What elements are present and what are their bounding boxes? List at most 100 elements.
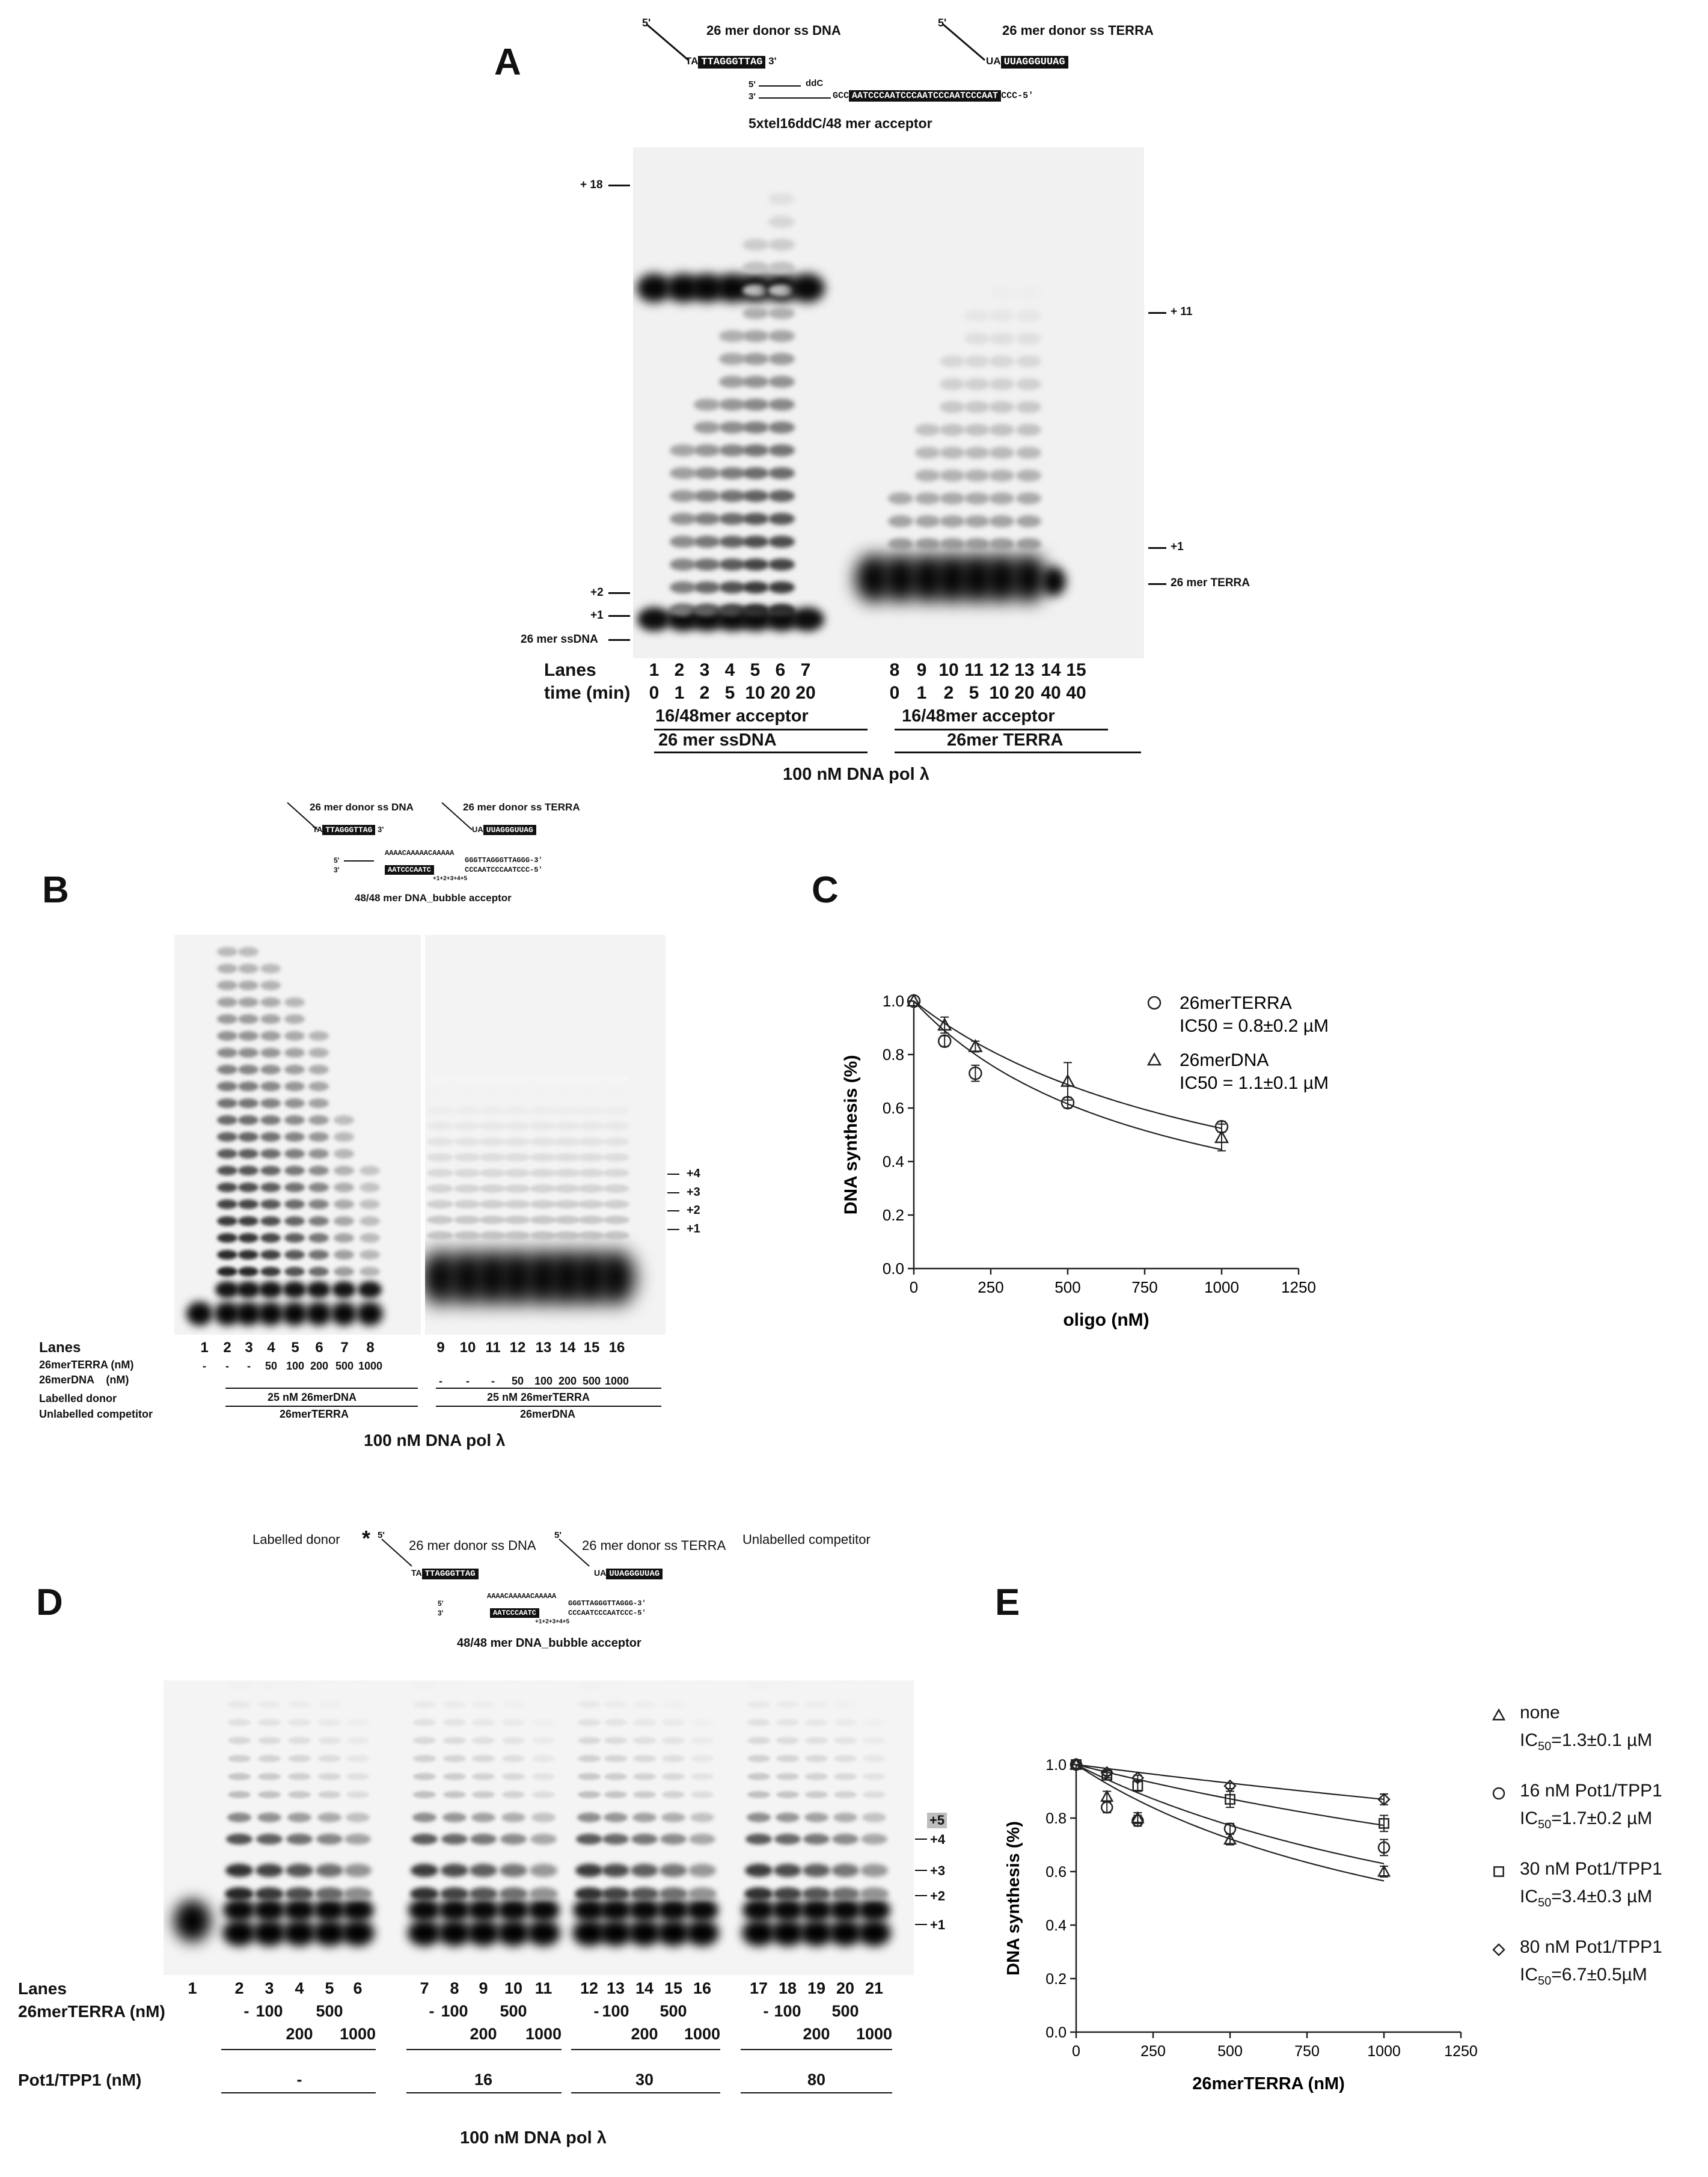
panel-label-b: B — [42, 869, 69, 911]
gel-band — [989, 538, 1014, 550]
gel-band — [284, 1233, 305, 1243]
gel-band — [427, 1153, 453, 1162]
bubble-right-bottom: CCCAATCCCAATCCC-5' — [568, 1609, 646, 1617]
lane-number: 3 — [699, 660, 710, 680]
gel-band — [860, 1864, 888, 1877]
gel-band — [479, 1091, 506, 1099]
gel-band — [479, 1216, 506, 1224]
gel-band — [318, 1737, 341, 1744]
gel-band — [530, 1169, 556, 1177]
legend-label: 26merDNA — [1180, 1050, 1269, 1070]
bubble-top-strand: AAAACAAAAACAAAAA — [385, 849, 455, 857]
gel-band — [413, 1737, 436, 1744]
gel-band — [502, 1755, 525, 1762]
marker-26mer-terra: 26 mer TERRA — [1171, 577, 1250, 589]
gel-band — [344, 1864, 372, 1877]
series-26merDNA — [906, 993, 1229, 1152]
gel-band — [805, 1683, 828, 1690]
gel-band — [257, 1813, 281, 1822]
lane-number: 1 — [188, 1979, 197, 1997]
gel-band — [530, 1091, 556, 1099]
gel-band — [532, 1701, 555, 1708]
time-value: 20 — [770, 683, 791, 703]
gel-band — [217, 1115, 237, 1125]
gel-band — [857, 1920, 891, 1946]
gel-band — [413, 1791, 436, 1798]
gel-band — [578, 1091, 604, 1099]
gel-band — [686, 1899, 718, 1921]
gel-band — [502, 1737, 525, 1744]
legend-marker-svg — [1493, 1866, 1504, 1877]
gel-band — [554, 1216, 580, 1224]
gel-band — [334, 1250, 354, 1260]
legend-marker-svg — [1492, 1787, 1505, 1800]
gel-band — [602, 1864, 629, 1877]
acceptor-name: 5xtel16ddC/48 mer acceptor — [748, 115, 932, 131]
gel-band — [284, 1098, 305, 1108]
panel-label-d: D — [36, 1582, 63, 1623]
gel-band — [258, 1683, 281, 1690]
gel-band — [532, 1683, 555, 1690]
panel-label-c: C — [812, 869, 839, 911]
gel-band — [500, 1864, 527, 1877]
gel-band — [258, 1773, 281, 1780]
gel-band — [768, 421, 795, 433]
conc-value: - — [439, 1375, 442, 1387]
gel-band — [742, 536, 769, 548]
y-tick-label: 0.8 — [1045, 1810, 1067, 1827]
legend-label: 80 nM Pot1/TPP1 — [1520, 1937, 1662, 1957]
gel-band — [829, 1899, 862, 1921]
gel-band — [554, 1153, 580, 1162]
gel-band — [742, 1899, 775, 1921]
gel-band — [283, 1920, 316, 1946]
y-tick-label: 0.0 — [1045, 2024, 1067, 2041]
gel-band — [660, 1834, 687, 1845]
gel-band — [217, 1199, 237, 1209]
gel-band — [479, 1106, 506, 1115]
gel-band — [318, 1755, 341, 1762]
gel-band — [286, 1834, 313, 1845]
gel-band — [260, 1014, 281, 1024]
gel-band — [601, 1887, 630, 1900]
gel-band — [940, 492, 965, 504]
gel-band — [863, 1755, 886, 1762]
time-label: time (min) — [544, 683, 631, 703]
gel-band — [497, 1920, 530, 1946]
gel-band — [260, 1183, 281, 1192]
gel-band — [238, 1250, 259, 1260]
group-underline — [895, 729, 1108, 730]
gel-band — [360, 1166, 380, 1175]
gel-band — [238, 1199, 259, 1209]
gel-band — [604, 1683, 627, 1690]
marker-plus18: + 18 — [580, 179, 603, 191]
legend-label: 30 nM Pot1/TPP1 — [1520, 1859, 1662, 1879]
gel-band — [334, 1132, 354, 1142]
legend-marker — [1492, 1708, 1506, 1721]
gel-band — [628, 1899, 661, 1921]
gel-band — [443, 1719, 466, 1726]
gel-band — [915, 515, 940, 527]
marker-plus3: +3 — [687, 1186, 700, 1199]
gel-band — [479, 1200, 506, 1208]
gel-band — [768, 330, 795, 342]
gel-band — [774, 1834, 801, 1845]
gel-band — [454, 1216, 480, 1224]
gel-band — [989, 515, 1014, 527]
gel-band — [604, 1813, 628, 1822]
data-point — [1060, 1073, 1076, 1087]
gel-band — [1016, 470, 1041, 482]
time-value: 5 — [969, 683, 979, 703]
lane-number: 6 — [775, 660, 786, 680]
gel-band — [238, 1115, 259, 1125]
gel-band — [308, 1166, 329, 1175]
enzyme-label: 100 nM DNA pol λ — [460, 2128, 607, 2148]
gel-band — [284, 1199, 305, 1209]
lane-number: 16 — [608, 1340, 625, 1356]
gel-band — [358, 1281, 382, 1298]
gel-band — [217, 997, 237, 1007]
label-star: * — [362, 1526, 371, 1551]
gel-band — [284, 1031, 305, 1041]
gel-band — [308, 1098, 329, 1108]
gel-band — [768, 193, 795, 205]
group-underline — [895, 752, 1141, 753]
